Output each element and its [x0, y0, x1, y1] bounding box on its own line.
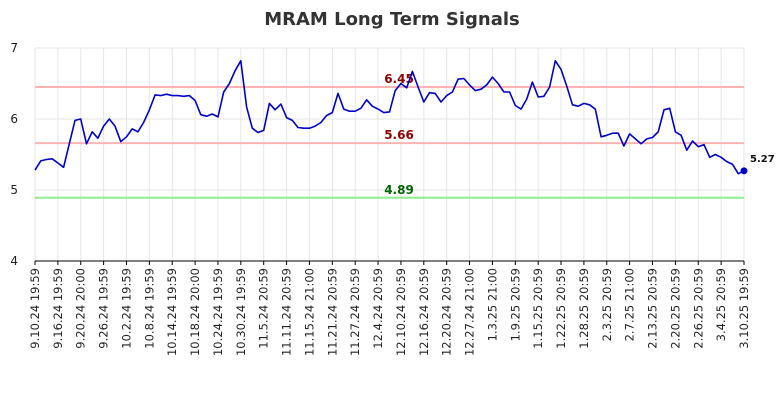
price-line	[34, 59, 745, 175]
x-tick-label: 1.22.25 20:59	[554, 268, 568, 349]
x-tick-label: 11.27.24 20:59	[348, 268, 362, 356]
signal-level-label: 5.66	[384, 128, 414, 142]
price-series: 5.27	[34, 59, 775, 175]
x-tick-label: 2.20.25 20:59	[668, 268, 682, 349]
x-tick-label: 11.5.24 20:59	[257, 268, 271, 349]
x-tick-label: 12.27.24 21:00	[463, 268, 477, 356]
x-tick-label: 12.20.24 20:59	[440, 268, 454, 356]
x-tick-label: 12.16.24 20:59	[417, 268, 431, 356]
x-tick-label: 1.28.25 20:59	[577, 268, 591, 349]
x-tick-label: 1.15.25 20:59	[531, 268, 545, 349]
x-tick-label: 2.26.25 20:59	[691, 268, 705, 349]
signal-levels: 6.45 5.66 4.89	[35, 72, 744, 199]
y-tick-label: 6	[10, 112, 18, 126]
signal-level-label: 6.45	[384, 72, 414, 86]
x-tick-label: 10.2.24 19:59	[119, 268, 133, 349]
x-tick-label: 11.11.24 20:59	[280, 268, 294, 356]
x-tick-label: 1.3.25 21:00	[485, 268, 499, 341]
x-tick-label: 9.20.24 20:00	[74, 268, 88, 349]
x-tick-label: 9.10.24 19:59	[28, 268, 42, 349]
x-tick-label: 11.21.24 20:59	[325, 268, 339, 356]
x-tick-label: 9.26.24 19:59	[97, 268, 111, 349]
x-tick-label: 2.13.25 20:59	[646, 268, 660, 349]
x-tick-label: 9.16.24 19:59	[51, 268, 65, 349]
y-axis-ticks: 4 5 6 7	[10, 41, 18, 268]
x-tick-label: 10.8.24 19:59	[142, 268, 156, 349]
x-tick-label: 10.30.24 19:59	[234, 268, 248, 356]
x-tick-label: 12.10.24 20:59	[394, 268, 408, 356]
last-value-label: 5.27	[750, 154, 775, 165]
x-tick-label: 10.14.24 19:59	[165, 268, 179, 356]
last-value-point	[740, 167, 748, 175]
x-axis-ticks: 9.10.24 19:59 9.16.24 19:59 9.20.24 20:00 9…	[28, 261, 751, 356]
y-tick-label: 5	[10, 183, 18, 197]
x-tick-label: 3.10.25 19:59	[737, 268, 751, 349]
y-tick-label: 7	[10, 41, 18, 55]
x-tick-label: 11.15.24 21:00	[302, 268, 316, 356]
chart-title: MRAM Long Term Signals	[264, 9, 520, 30]
signal-level-label: 4.89	[384, 183, 414, 197]
x-tick-label: 2.7.25 21:00	[623, 268, 637, 341]
x-tick-label: 3.4.25 20:59	[714, 268, 728, 341]
x-tick-label: 1.9.25 20:59	[508, 268, 522, 341]
grid	[34, 47, 745, 262]
x-tick-label: 10.24.24 19:59	[211, 268, 225, 356]
x-tick-label: 10.18.24 20:00	[188, 268, 202, 356]
y-tick-label: 4	[10, 254, 18, 268]
x-tick-label: 12.4.24 20:59	[371, 268, 385, 349]
x-tick-label: 2.3.25 20:59	[600, 268, 614, 341]
